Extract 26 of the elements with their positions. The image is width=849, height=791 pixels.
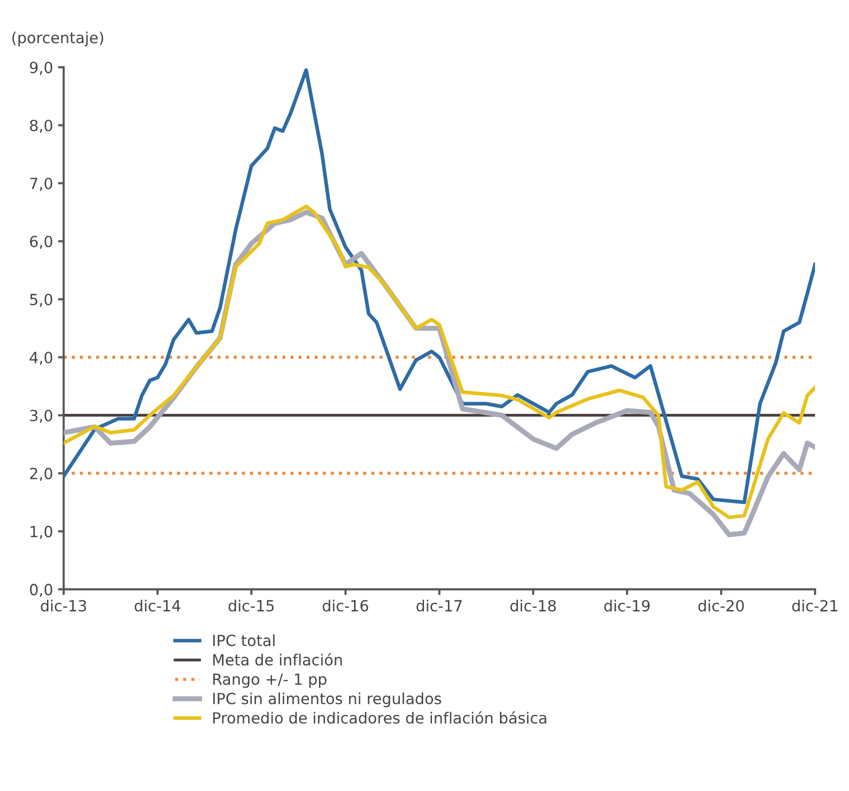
y-tick-label: 6,0 bbox=[30, 236, 52, 249]
x-tick-label: dic-13 bbox=[40, 600, 86, 612]
y-tick-label: 9,0 bbox=[30, 62, 52, 75]
y-tick-label: 8,0 bbox=[30, 120, 52, 133]
x-tick-label: dic-17 bbox=[416, 600, 462, 612]
x-tick-label: dic-16 bbox=[322, 600, 368, 612]
y-tick-label: 1,0 bbox=[30, 526, 52, 539]
x-tick-label: dic-18 bbox=[510, 600, 556, 612]
y-tick-label: 7,0 bbox=[30, 178, 52, 191]
x-tick-label: dic-21 bbox=[792, 600, 838, 612]
legend-label: IPC total bbox=[213, 634, 275, 646]
x-tick-label: dic-19 bbox=[604, 600, 650, 612]
x-tick-label: dic-15 bbox=[228, 600, 274, 612]
legend-label: Meta de inflación bbox=[213, 653, 342, 666]
y-tick-label: 3,0 bbox=[30, 410, 52, 423]
y-tick-label: 2,0 bbox=[30, 468, 52, 481]
line-series bbox=[64, 68, 816, 504]
y-tick-label: 0,0 bbox=[30, 584, 52, 597]
legend-label: Promedio de indicadores de inflación básica bbox=[213, 711, 546, 724]
legend-label: Rango +/- 1 pp bbox=[213, 674, 326, 688]
y-axis-title: (porcentaje) bbox=[12, 32, 104, 46]
y-tick-label: 5,0 bbox=[30, 294, 52, 307]
x-tick-label: dic-14 bbox=[134, 600, 180, 612]
legend-label: IPC sin alimentos ni regulados bbox=[213, 692, 442, 708]
x-tick-label: dic-20 bbox=[698, 600, 744, 612]
y-tick-label: 4,0 bbox=[30, 352, 52, 365]
